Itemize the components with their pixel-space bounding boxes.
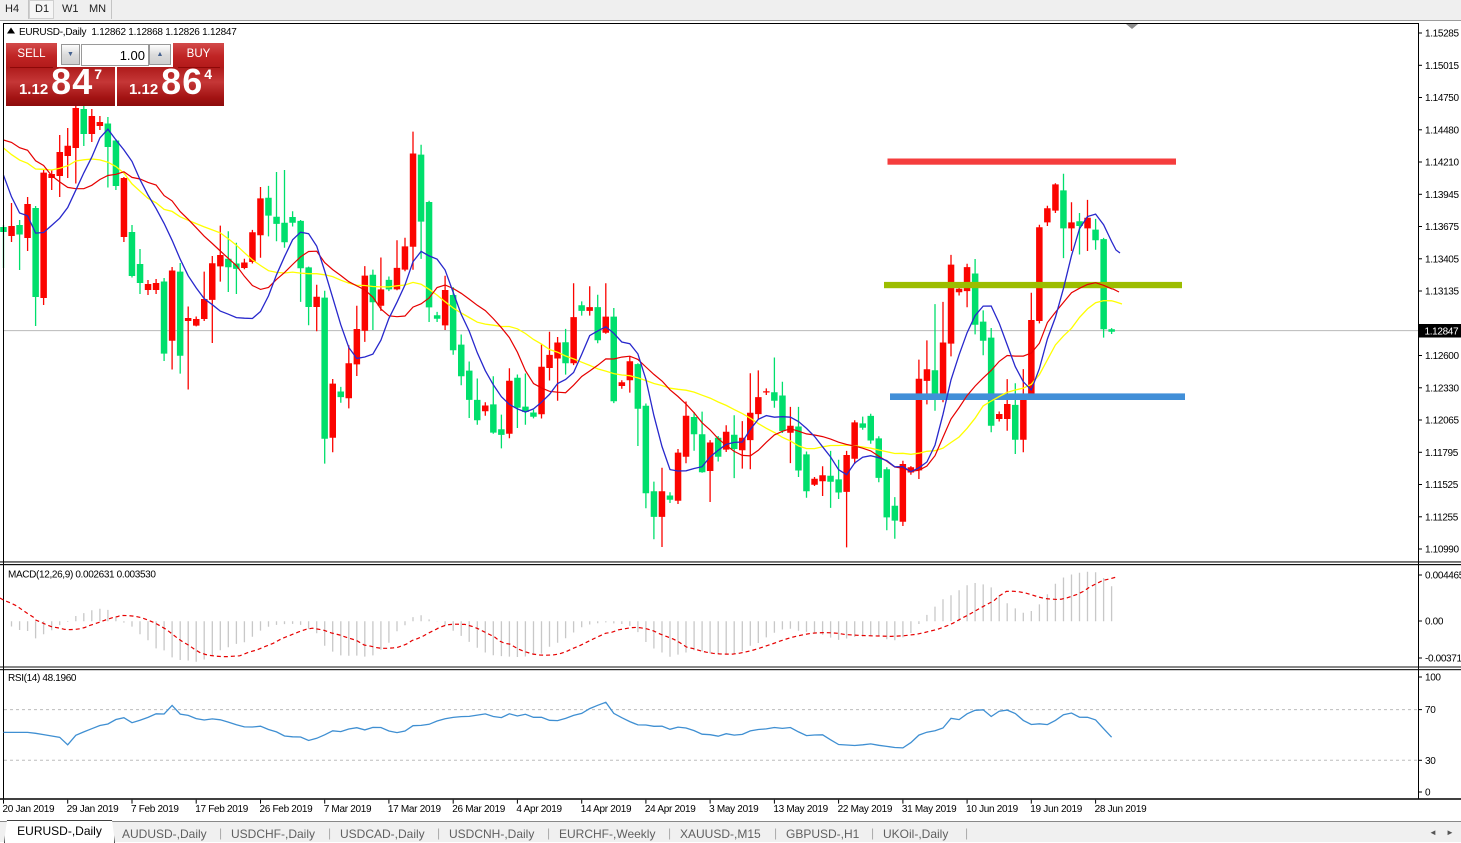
svg-text:MACD(12,26,9) 0.002631 0.00353: MACD(12,26,9) 0.002631 0.003530	[8, 570, 156, 581]
svg-text:28 Jun 2019: 28 Jun 2019	[1095, 804, 1147, 815]
svg-text:70: 70	[1425, 705, 1436, 716]
svg-text:17 Feb 2019: 17 Feb 2019	[195, 804, 249, 815]
svg-text:30: 30	[1425, 756, 1436, 767]
svg-text:1.12065: 1.12065	[1425, 416, 1459, 427]
svg-text:1.10990: 1.10990	[1425, 545, 1459, 556]
svg-text:1.14480: 1.14480	[1425, 125, 1459, 136]
svg-text:RSI(14) 48.1960: RSI(14) 48.1960	[8, 673, 77, 684]
svg-text:1.12600: 1.12600	[1425, 351, 1459, 362]
svg-text:1.11795: 1.11795	[1425, 448, 1459, 459]
svg-text:13 May 2019: 13 May 2019	[773, 804, 828, 815]
svg-text:24 Apr 2019: 24 Apr 2019	[645, 804, 696, 815]
svg-text:22 May 2019: 22 May 2019	[838, 804, 893, 815]
svg-text:31 May 2019: 31 May 2019	[902, 804, 957, 815]
svg-text:29 Jan 2019: 29 Jan 2019	[67, 804, 119, 815]
svg-text:20 Jan 2019: 20 Jan 2019	[3, 804, 55, 815]
svg-text:7 Mar 2019: 7 Mar 2019	[324, 804, 372, 815]
svg-text:1.11525: 1.11525	[1425, 480, 1459, 491]
svg-text:17 Mar 2019: 17 Mar 2019	[388, 804, 442, 815]
svg-text:1.15285: 1.15285	[1425, 29, 1459, 40]
svg-text:0: 0	[1425, 788, 1431, 799]
svg-text:14 Apr 2019: 14 Apr 2019	[581, 804, 632, 815]
svg-text:0.00: 0.00	[1425, 617, 1444, 628]
svg-text:3 May 2019: 3 May 2019	[709, 804, 759, 815]
svg-text:1.11255: 1.11255	[1425, 512, 1459, 523]
svg-text:26 Mar 2019: 26 Mar 2019	[452, 804, 506, 815]
svg-text:EURUSD-,Daily 1.12862 1.12868: EURUSD-,Daily 1.12862 1.12868 1.12826 1.…	[19, 27, 237, 38]
svg-text:4 Apr 2019: 4 Apr 2019	[516, 804, 562, 815]
svg-text:1.12847: 1.12847	[1425, 327, 1459, 338]
svg-text:1.12330: 1.12330	[1425, 383, 1459, 394]
svg-text:1.13945: 1.13945	[1425, 190, 1459, 201]
svg-text:7 Feb 2019: 7 Feb 2019	[131, 804, 179, 815]
svg-text:0.004465: 0.004465	[1425, 571, 1461, 582]
svg-text:1.14750: 1.14750	[1425, 93, 1459, 104]
svg-text:19 Jun 2019: 19 Jun 2019	[1030, 804, 1082, 815]
svg-text:1.13675: 1.13675	[1425, 222, 1459, 233]
svg-text:10 Jun 2019: 10 Jun 2019	[966, 804, 1018, 815]
svg-text:1.13405: 1.13405	[1425, 254, 1459, 265]
svg-text:1.13135: 1.13135	[1425, 287, 1459, 298]
svg-text:1.14210: 1.14210	[1425, 158, 1459, 169]
svg-text:100: 100	[1425, 673, 1441, 684]
svg-text:26 Feb 2019: 26 Feb 2019	[260, 804, 314, 815]
svg-text:-0.003715: -0.003715	[1425, 654, 1461, 665]
svg-text:1.15015: 1.15015	[1425, 61, 1459, 72]
